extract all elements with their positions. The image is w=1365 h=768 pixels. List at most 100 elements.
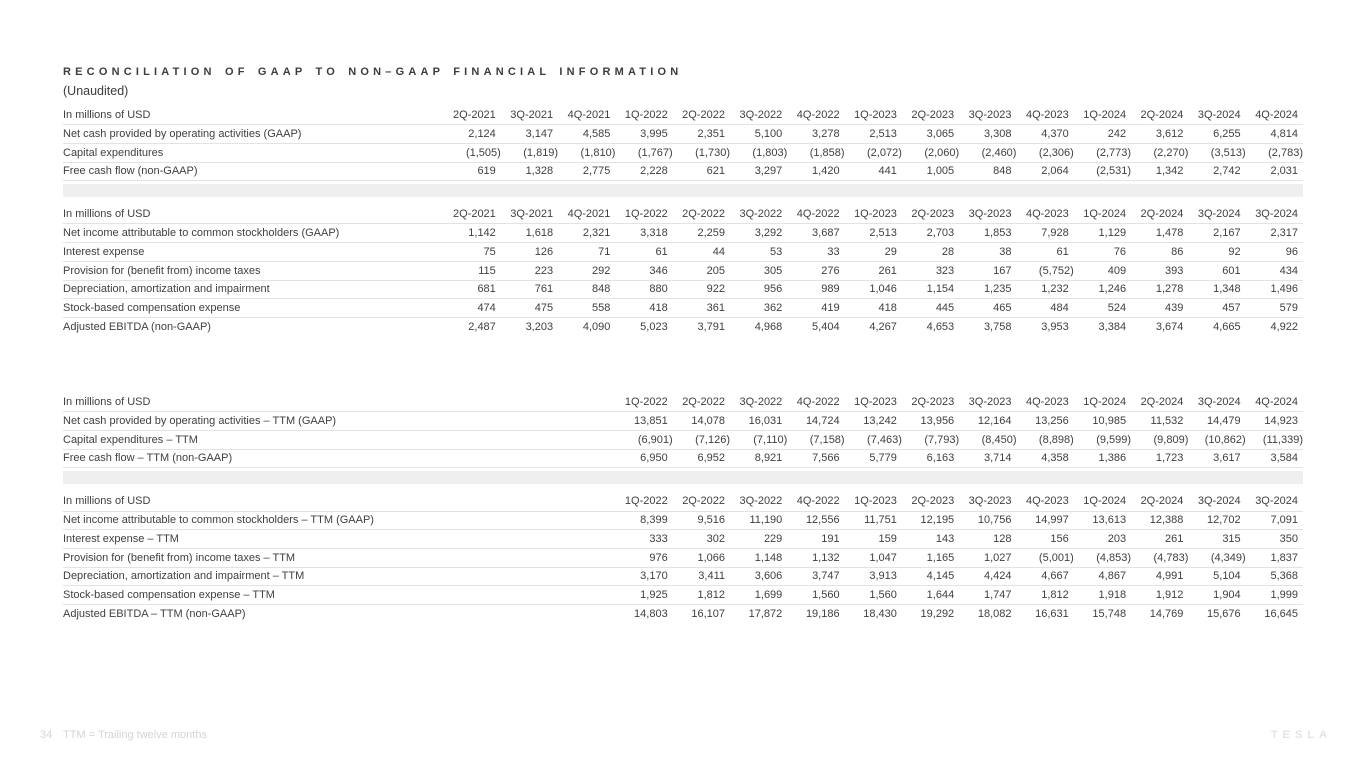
column-header: 3Q-2024 bbox=[1197, 109, 1241, 122]
cell-value: 3,318 bbox=[640, 227, 668, 240]
cell-value: 19,292 bbox=[920, 608, 955, 621]
page-title: RECONCILIATION OF GAAP TO NON–GAAP FINAN… bbox=[63, 66, 683, 78]
cell-value: 558 bbox=[592, 302, 611, 315]
spacer-band bbox=[63, 471, 1303, 485]
cell-value: 18,082 bbox=[977, 608, 1012, 621]
cell-value: 305 bbox=[763, 264, 783, 277]
cell-value: 12,388 bbox=[1149, 514, 1184, 527]
cell-value: 75 bbox=[483, 245, 496, 258]
cell-value: 86 bbox=[1171, 245, 1184, 258]
table-header-row: In millions of USD 2Q-2021 3Q-2021 4Q-2021 1… bbox=[63, 106, 1303, 125]
tesla-logo: TESLA bbox=[1270, 729, 1332, 741]
cell-value: 4,922 bbox=[1270, 320, 1298, 333]
cell-value: (7,126) bbox=[695, 433, 730, 446]
cell-value: 6,950 bbox=[640, 452, 668, 465]
table-row: Adjusted EBITDA (non-GAAP) 2,487 3,203 4,09… bbox=[63, 317, 1303, 336]
cell-value: 4,585 bbox=[582, 128, 611, 141]
ttm-ebitda-table: In millions of USD 1Q-2022 2Q-2022 3Q-2022 4… bbox=[63, 492, 1303, 623]
cell-value: 1,066 bbox=[697, 551, 725, 564]
cell-value: 1,812 bbox=[1041, 589, 1069, 602]
cell-value: 2,228 bbox=[640, 165, 668, 178]
cell-value: 4,667 bbox=[1041, 570, 1069, 583]
cell-value: 524 bbox=[1107, 302, 1127, 315]
row-label: Provision for (benefit from) income taxe… bbox=[63, 551, 296, 564]
cell-value: 418 bbox=[649, 302, 668, 315]
cell-value: 44 bbox=[712, 245, 725, 258]
column-header: 1Q-2022 bbox=[624, 109, 668, 122]
cell-value: 3,297 bbox=[754, 165, 783, 178]
cell-value: 848 bbox=[592, 283, 611, 296]
row-label: Adjusted EBITDA – TTM (non-GAAP) bbox=[63, 608, 246, 621]
table-row: Net cash provided by operating activitie… bbox=[63, 125, 1303, 144]
cell-value: 16,031 bbox=[748, 415, 783, 428]
cell-value: (7,463) bbox=[867, 433, 902, 446]
column-header: 1Q-2024 bbox=[1083, 495, 1127, 508]
cell-value: 4,867 bbox=[1098, 570, 1127, 583]
cell-value: 1,560 bbox=[869, 589, 897, 602]
cell-value: 14,769 bbox=[1149, 608, 1184, 621]
column-header: 4Q-2022 bbox=[796, 396, 840, 409]
cell-value: 15,676 bbox=[1207, 608, 1241, 621]
cell-value: 19,186 bbox=[805, 608, 840, 621]
cell-value: 3,292 bbox=[754, 227, 783, 240]
cell-value: 5,404 bbox=[812, 320, 840, 333]
cell-value: 16,631 bbox=[1035, 608, 1069, 621]
table-row: Depreciation, amortization and impairmen… bbox=[63, 567, 1303, 586]
cell-value: 1,232 bbox=[1041, 283, 1069, 296]
cell-value: (11,339) bbox=[1262, 433, 1303, 446]
cell-value: 167 bbox=[993, 264, 1012, 277]
cell-value: 1,912 bbox=[1155, 589, 1184, 602]
cell-value: 333 bbox=[649, 533, 668, 546]
cell-value: 10,985 bbox=[1092, 415, 1127, 428]
cell-value: (1,803) bbox=[752, 146, 788, 159]
cell-value: 441 bbox=[878, 165, 897, 178]
cell-value: 3,687 bbox=[812, 227, 840, 240]
cell-value: 1,278 bbox=[1155, 283, 1184, 296]
cell-value: 3,674 bbox=[1155, 320, 1184, 333]
cell-value: 1,747 bbox=[983, 589, 1012, 602]
cell-value: (2,072) bbox=[867, 146, 902, 159]
column-header: 1Q-2024 bbox=[1083, 109, 1127, 122]
cell-value: 1,812 bbox=[697, 589, 725, 602]
column-header: 2Q-2022 bbox=[682, 109, 725, 122]
cell-value: (3,513) bbox=[1210, 146, 1246, 159]
cell-value: 1,644 bbox=[926, 589, 955, 602]
cell-value: 28 bbox=[941, 245, 955, 258]
cell-value: 61 bbox=[1056, 245, 1069, 258]
cell-value: 2,259 bbox=[697, 227, 725, 240]
row-label: Capital expenditures bbox=[63, 146, 164, 159]
cell-value: 1,165 bbox=[926, 551, 955, 564]
cell-value: 579 bbox=[1279, 302, 1298, 315]
cell-value: 350 bbox=[1279, 533, 1298, 546]
table-header-row: In millions of USD 1Q-2022 2Q-2022 3Q-2022 4… bbox=[63, 492, 1303, 511]
cell-value: 7,091 bbox=[1270, 514, 1298, 527]
cell-value: 3,758 bbox=[983, 320, 1012, 333]
cell-value: 9,516 bbox=[697, 514, 725, 527]
cell-value: 223 bbox=[534, 264, 554, 277]
footnote: TTM = Trailing twelve months bbox=[63, 729, 207, 741]
cell-value: 621 bbox=[706, 165, 725, 178]
table-header-row: In millions of USD 1Q-2022 2Q-2022 3Q-2022 4… bbox=[63, 393, 1303, 412]
cell-value: (1,730) bbox=[695, 146, 730, 159]
cell-value: 13,256 bbox=[1035, 415, 1069, 428]
cell-value: 242 bbox=[1107, 128, 1127, 141]
slide-content: RECONCILIATION OF GAAP TO NON–GAAP FINAN… bbox=[63, 66, 1303, 623]
cell-value: 601 bbox=[1222, 264, 1241, 277]
cell-value: (2,773) bbox=[1096, 146, 1132, 159]
cell-value: 1,142 bbox=[468, 227, 496, 240]
table-row: Provision for (benefit from) income taxe… bbox=[63, 261, 1303, 280]
cell-value: 2,124 bbox=[468, 128, 496, 141]
cell-value: 128 bbox=[993, 533, 1012, 546]
column-header: 4Q-2023 bbox=[1025, 396, 1069, 409]
column-header: 1Q-2024 bbox=[1083, 396, 1127, 409]
cell-value: 619 bbox=[477, 165, 496, 178]
cell-value: 3,411 bbox=[698, 570, 725, 583]
cell-value: 393 bbox=[1165, 264, 1184, 277]
cell-value: (8,898) bbox=[1038, 433, 1074, 446]
cell-value: (2,270) bbox=[1153, 146, 1189, 159]
column-header: 2Q-2022 bbox=[682, 495, 725, 508]
cell-value: 1,132 bbox=[812, 551, 840, 564]
cell-value: 3,278 bbox=[812, 128, 840, 141]
row-label: Adjusted EBITDA (non-GAAP) bbox=[63, 320, 211, 333]
cell-value: 203 bbox=[1107, 533, 1127, 546]
